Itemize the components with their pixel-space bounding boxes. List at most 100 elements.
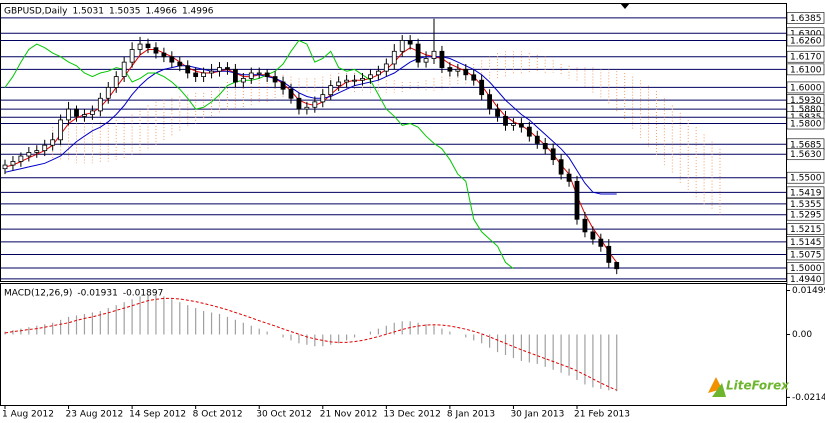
y-tick-label: 1.5000 (790, 264, 822, 274)
header-text: GBPUSD,Daily (4, 7, 68, 17)
candle-body (312, 101, 318, 108)
price-label-box (786, 171, 825, 184)
candle-body (137, 43, 143, 50)
candle-body (439, 50, 445, 68)
candle-body (511, 123, 516, 126)
x-tick-label: 30 Jan 2013 (510, 410, 564, 420)
indicator-line (4, 56, 617, 195)
candle-body (383, 63, 389, 72)
price-label-box (786, 34, 825, 47)
candle-body (153, 47, 159, 54)
candle-body (169, 56, 175, 63)
macd-panel (0, 283, 787, 406)
candle-body (26, 152, 32, 157)
candle-body (574, 180, 580, 220)
logo: LiteForex (708, 377, 790, 397)
candle-body (97, 97, 103, 112)
candle-body (550, 148, 556, 161)
candle-body (177, 61, 183, 67)
candle-body (264, 72, 270, 77)
x-tick-label: 21 Nov 2012 (320, 410, 378, 420)
header-text: 1.4996 (182, 7, 214, 17)
x-tick-label: 14 Sep 2012 (129, 410, 186, 420)
candle-body (288, 88, 294, 99)
candle-body (542, 143, 548, 150)
candle-body (399, 40, 405, 52)
price-label-box (786, 50, 825, 63)
header-text: 1.5031 (72, 7, 104, 17)
candle-body (391, 50, 397, 65)
candle-body (2, 164, 8, 170)
candle-body (479, 79, 485, 96)
candle-body (415, 43, 421, 63)
candle-body (503, 115, 508, 126)
candle-body (34, 150, 40, 153)
indicator-line (4, 39, 514, 270)
candle-body (526, 126, 532, 137)
indicator-line (4, 47, 618, 263)
price-label-box (786, 273, 825, 285)
candle-body (447, 67, 453, 72)
y-tick-label: 1.5685 (790, 140, 822, 150)
price-panel (0, 3, 787, 282)
candle-body (145, 43, 151, 49)
y-tick-label: 1.5295 (790, 211, 822, 221)
candle-body (209, 70, 214, 74)
y-tick-label: 1.6100 (790, 65, 822, 75)
candle-body (495, 108, 500, 117)
candle-body (74, 108, 79, 117)
y-tick-label: 1.5800 (790, 120, 822, 130)
candle-body (18, 155, 24, 162)
candle-body (296, 97, 302, 110)
candle-body (463, 68, 469, 76)
candle-body (193, 72, 199, 77)
y-tick-label: 1.5419 (790, 188, 822, 198)
candle-body (113, 76, 119, 88)
candle-body (590, 231, 596, 240)
y-tick-label: -0.02141 (792, 393, 825, 403)
y-tick-label: 1.6260 (790, 36, 822, 46)
candle-body (534, 135, 540, 144)
candle-body (105, 87, 111, 99)
candle-body (82, 114, 87, 117)
header-text: -0.01897 (123, 289, 163, 299)
price-label-box (786, 148, 825, 161)
y-tick-label: 1.6170 (790, 53, 822, 63)
logo-icon (712, 383, 726, 397)
candle-body (121, 61, 127, 77)
candle-body (455, 68, 461, 72)
candle-body (185, 65, 191, 74)
header-text: -0.01931 (77, 289, 117, 299)
candle-body (598, 238, 604, 247)
candle-body (304, 106, 310, 110)
price-label-box (786, 223, 825, 235)
candle-body (582, 218, 588, 233)
price-label-box (786, 186, 825, 199)
candle-body (431, 50, 437, 59)
candle-body (518, 123, 524, 128)
y-tick-label: 0.01499 (792, 286, 825, 296)
header-text: 1.4966 (145, 7, 177, 17)
y-tick-label: 1.6385 (790, 14, 822, 24)
candle-body (248, 72, 254, 79)
candle-body (50, 139, 56, 146)
y-tick-label: 1.5075 (790, 250, 822, 260)
candle-body (407, 40, 413, 45)
y-tick-label: 1.4940 (790, 275, 822, 285)
logo-text: LiteForex (726, 379, 790, 393)
candle-body (360, 77, 365, 81)
x-tick-label: 21 Feb 2013 (574, 410, 630, 420)
candle-body (566, 173, 572, 182)
signal-line (4, 297, 617, 391)
x-tick-label: 8 Oct 2012 (193, 410, 243, 420)
y-tick-label: 1.5355 (790, 200, 822, 210)
candle-body (352, 79, 357, 82)
price-label-box (786, 63, 825, 76)
candle-body (201, 72, 207, 77)
candle-body (89, 110, 95, 115)
price-label-box (786, 81, 825, 94)
candle-body (471, 74, 477, 81)
price-label-box (786, 117, 825, 130)
candle-body (320, 94, 326, 103)
